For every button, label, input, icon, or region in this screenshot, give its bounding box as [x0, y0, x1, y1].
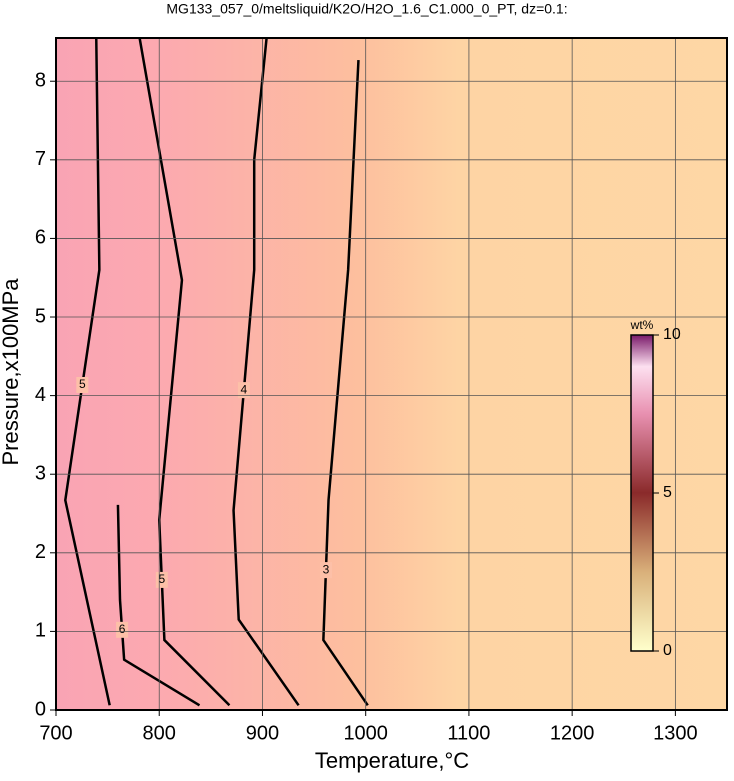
contour-label-bg	[319, 562, 332, 579]
y-tick-label: 1	[35, 620, 46, 642]
x-tick-label: 900	[246, 722, 279, 744]
chart-title: MG133_057_0/meltsliquid/K2O/H2O_1.6_C1.0…	[166, 1, 567, 17]
colorbar-tick-label: 5	[663, 484, 672, 501]
contour-label: 5	[79, 377, 86, 391]
x-tick-label: 1300	[653, 722, 698, 744]
y-tick-label: 4	[35, 384, 46, 406]
contour-label-bg	[116, 621, 129, 638]
x-tick-label: 700	[39, 722, 72, 744]
contour-label-bg	[237, 382, 250, 399]
y-tick-label: 5	[35, 305, 46, 327]
y-tick-label: 8	[35, 70, 46, 92]
plot-background	[56, 38, 727, 710]
y-tick-label: 7	[35, 148, 46, 170]
colorbar	[630, 334, 654, 652]
contour-label: 6	[119, 622, 126, 636]
contour-label: 5	[158, 572, 165, 586]
x-tick-label: 1100	[447, 722, 490, 744]
colorbar-tick-label: 10	[663, 326, 681, 343]
contour-label-bg	[155, 571, 168, 588]
plot-frame	[55, 37, 728, 711]
contour-label: 4	[241, 382, 248, 396]
x-tick-label: 1200	[550, 722, 595, 744]
y-tick-label: 2	[35, 541, 46, 563]
y-tick-label: 6	[35, 227, 46, 249]
y-axis-label: Pressure,x100MPa	[0, 278, 23, 466]
colorbar-label: wt%	[630, 318, 654, 332]
colorbar-tick-label: 0	[663, 642, 672, 659]
contour-label-bg	[76, 377, 89, 394]
x-tick-label: 800	[143, 722, 176, 744]
y-tick-label: 0	[35, 698, 46, 720]
contour-line	[322, 59, 369, 706]
x-axis-label: Temperature,°C	[315, 748, 469, 773]
contour-label: 3	[323, 562, 330, 576]
y-tick-label: 3	[35, 462, 46, 484]
x-tick-label: 1000	[343, 722, 388, 744]
